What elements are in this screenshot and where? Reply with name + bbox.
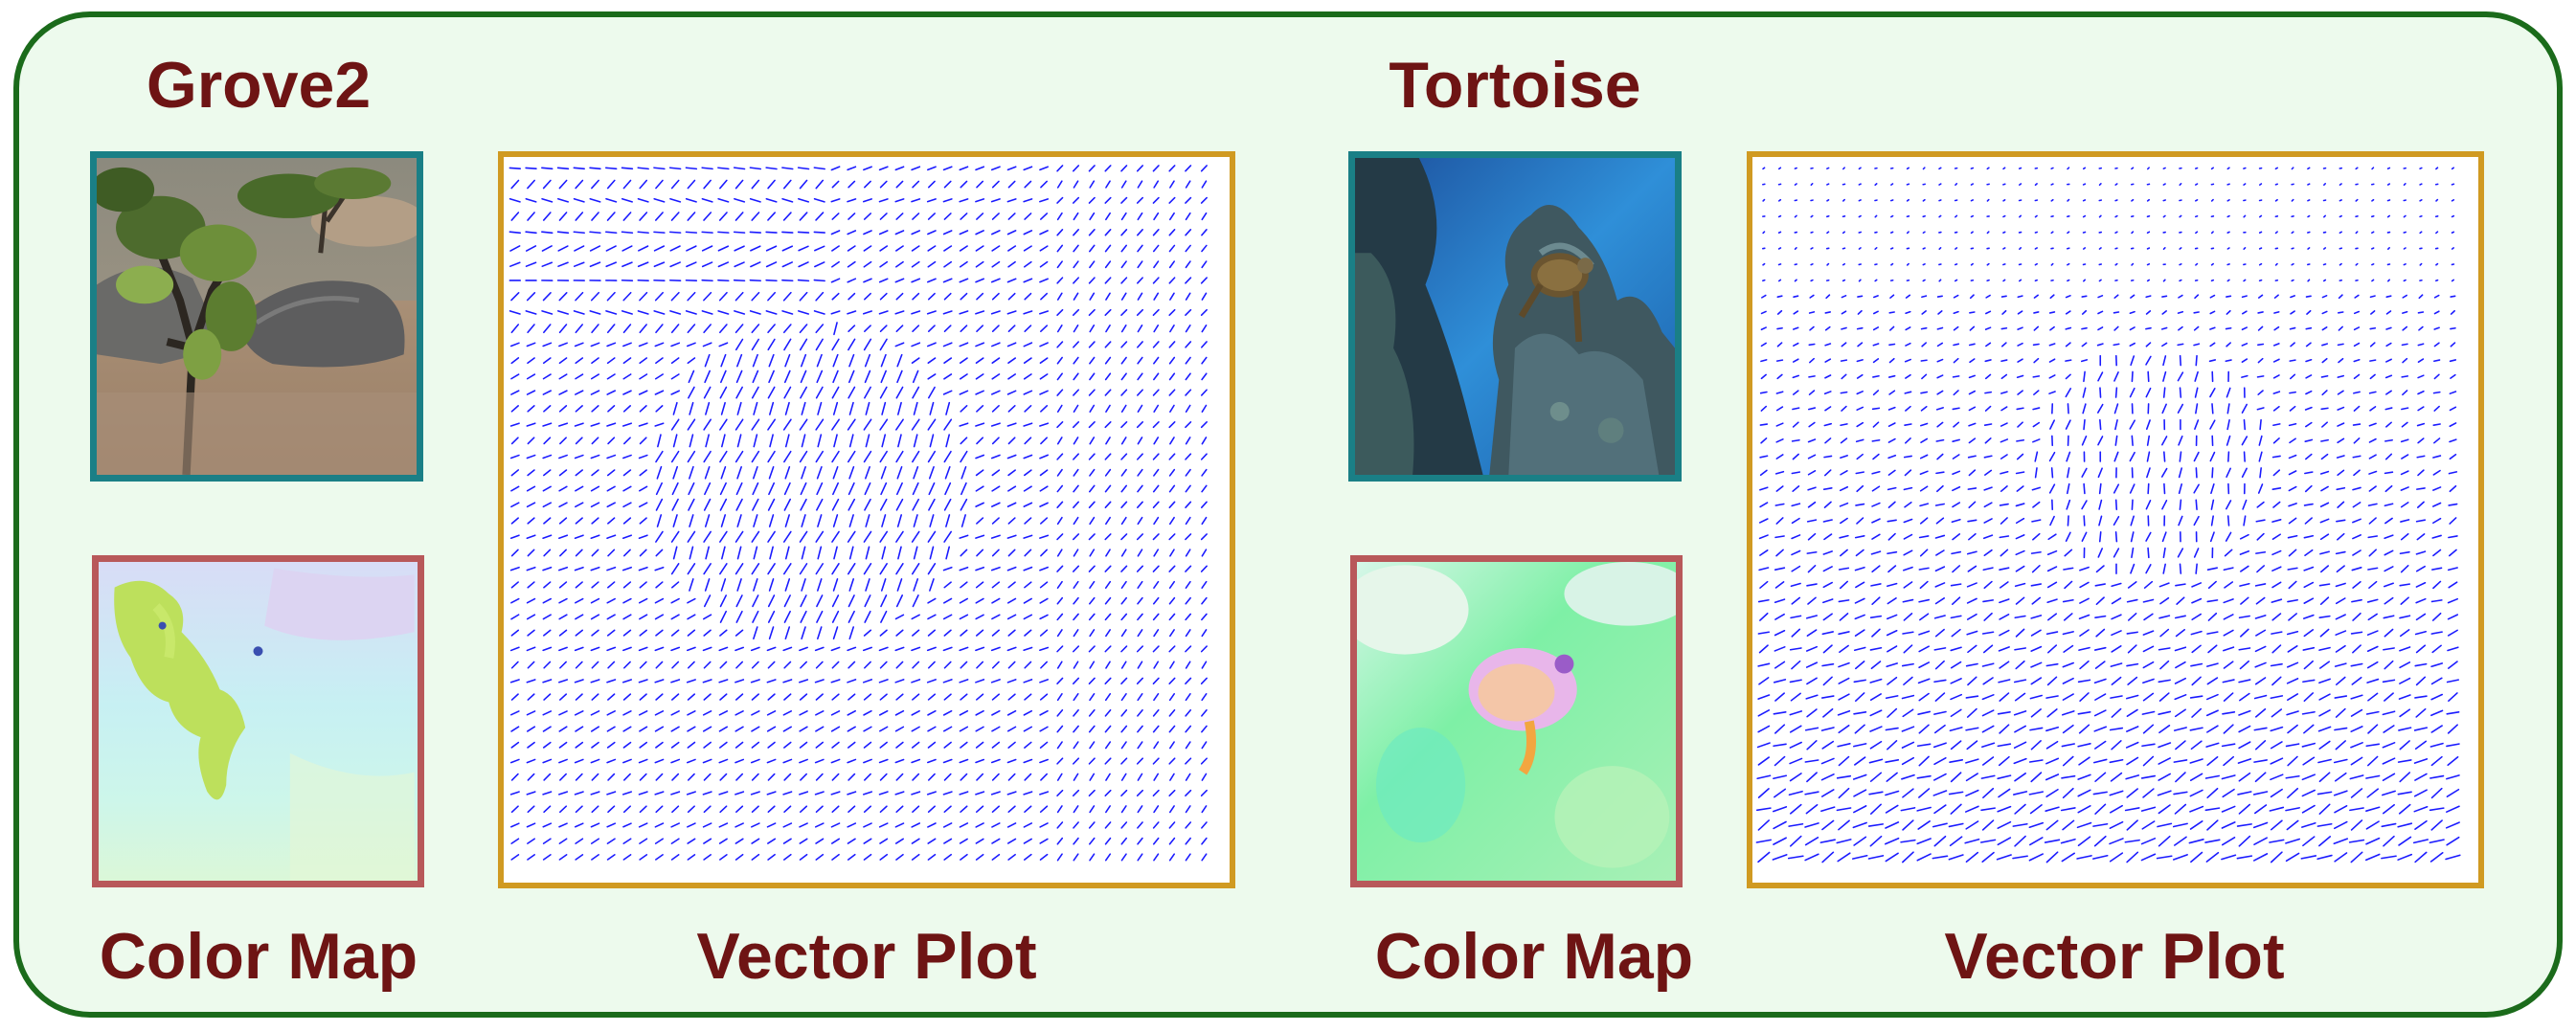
scene-title-tortoise: Tortoise	[1389, 49, 1641, 122]
grove2-photo	[90, 151, 423, 482]
optical-flow-color-map-icon	[99, 562, 418, 881]
tortoise-vector-plot	[1747, 151, 2484, 888]
vector-arrows	[508, 165, 1208, 862]
tortoise-vector-plot-label: Vector Plot	[1944, 920, 2285, 993]
grove2-color-map	[92, 555, 424, 887]
tortoise-photo	[1348, 151, 1682, 482]
forest-rock-scene-photo-icon	[97, 158, 417, 475]
vector-arrows	[1755, 167, 2461, 863]
grove2-vector-plot	[498, 151, 1235, 888]
tortoise-color-map	[1350, 555, 1683, 887]
tortoise-vector-field	[1755, 167, 2461, 863]
underwater-turtle-photo-icon	[1355, 158, 1675, 475]
grove2-vector-field	[508, 165, 1208, 862]
scene-title-grove2: Grove2	[146, 49, 372, 122]
grove2-vector-plot-label: Vector Plot	[696, 920, 1037, 993]
grove2-color-map-label: Color Map	[99, 920, 418, 993]
optical-flow-color-map-icon	[1357, 562, 1676, 881]
tortoise-color-map-label: Color Map	[1374, 920, 1694, 993]
